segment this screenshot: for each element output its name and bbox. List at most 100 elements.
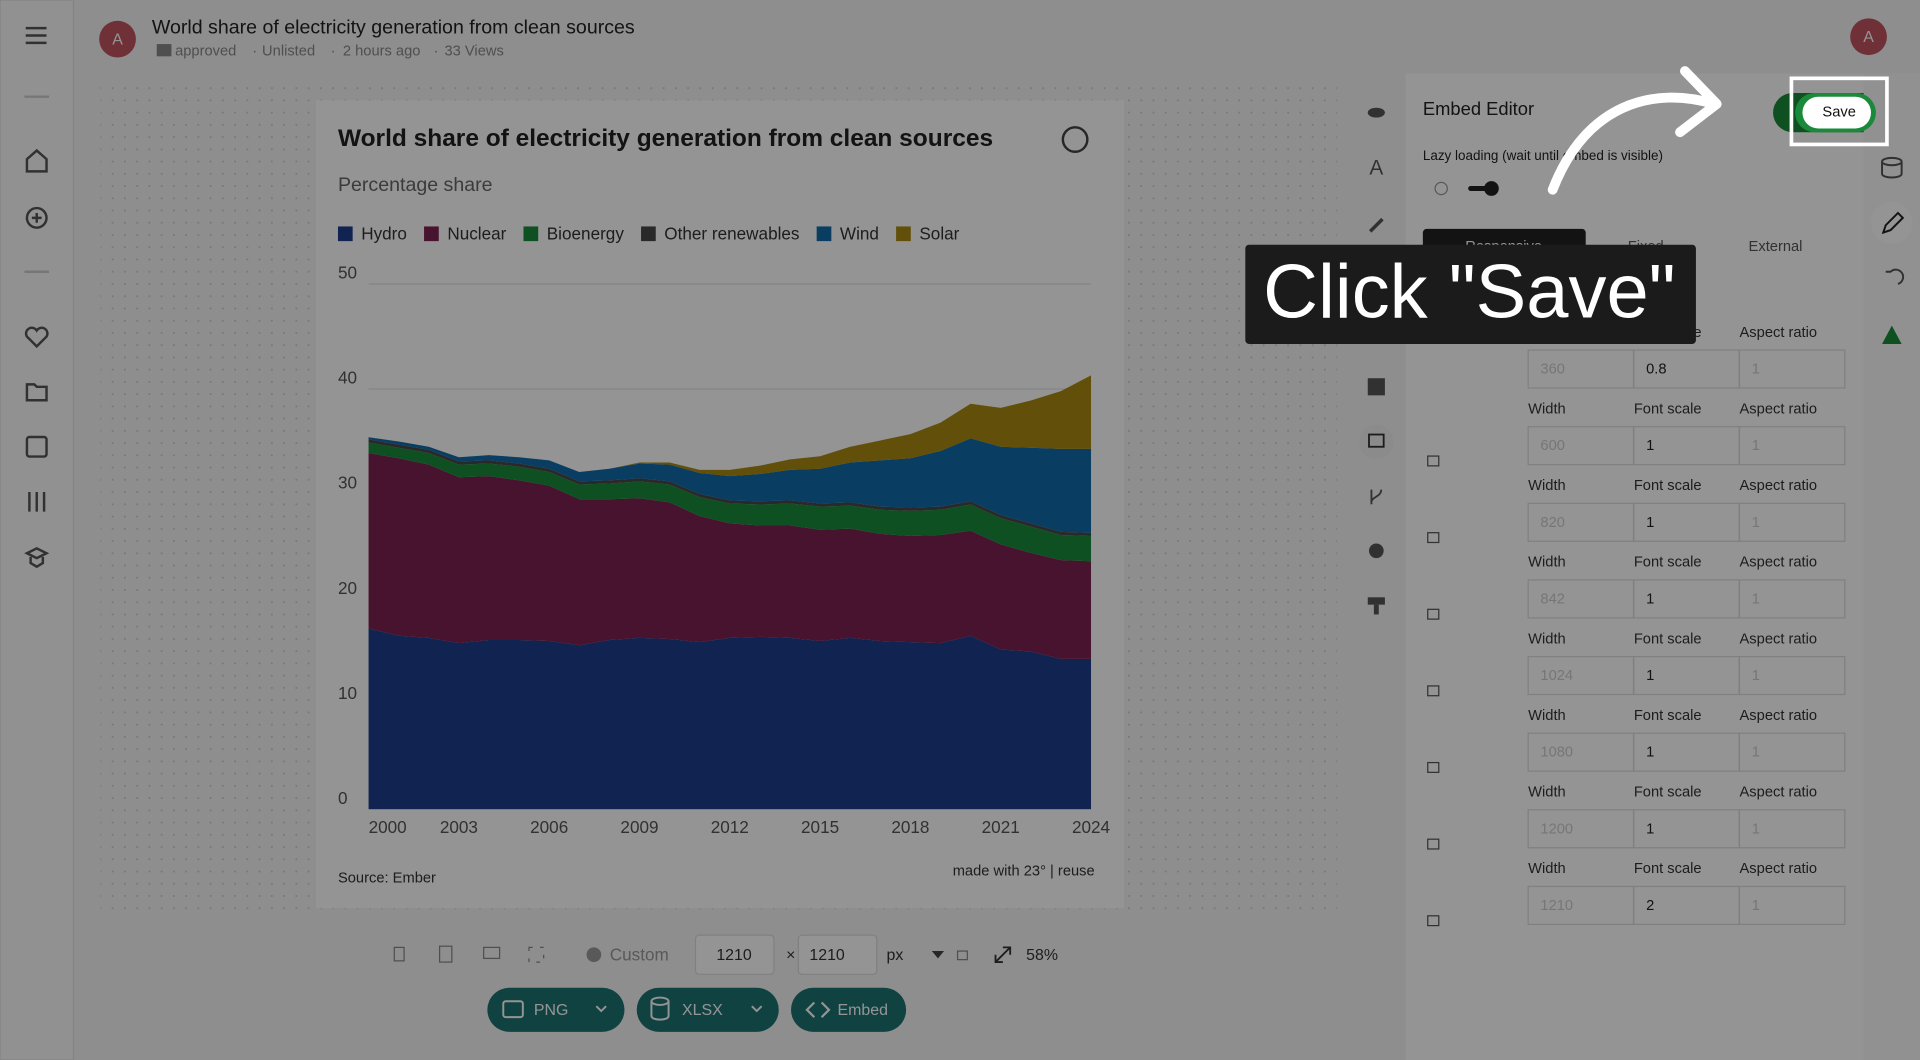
gear-icon [586, 947, 602, 963]
caret[interactable] [751, 1005, 763, 1013]
input-font_scale[interactable] [1633, 655, 1740, 696]
input-width[interactable] [1527, 426, 1635, 466]
images-icon[interactable] [25, 435, 48, 458]
caret[interactable] [595, 1005, 607, 1013]
times: × [786, 947, 795, 964]
value-aspect_ratio: 1 [1752, 898, 1760, 914]
unit[interactable]: px [887, 947, 904, 964]
xlsx-button[interactable] [636, 987, 779, 1032]
legend-label: Wind [840, 224, 879, 244]
text-tool[interactable]: A [1369, 156, 1383, 179]
fit-icon[interactable] [994, 946, 1012, 963]
logo [1061, 126, 1089, 154]
embed-button[interactable] [791, 987, 907, 1032]
settings-tool[interactable] [1368, 543, 1384, 559]
device-icon [1427, 608, 1440, 620]
input-width[interactable] [1527, 655, 1635, 696]
preview-tool[interactable] [1367, 107, 1385, 118]
value-font_scale: 1 [1646, 591, 1654, 607]
input-font_scale[interactable] [1633, 426, 1740, 466]
add-icon[interactable] [25, 206, 48, 229]
user-avatar[interactable] [1850, 18, 1887, 56]
laptop-icon[interactable] [483, 946, 501, 960]
lock-icon[interactable] [956, 950, 968, 961]
legend-label: Other renewables [664, 224, 799, 244]
settings-icon[interactable] [28, 492, 46, 512]
column-header: Aspect ratio [1740, 478, 1818, 494]
column-header: Font scale [1634, 555, 1702, 571]
value-aspect_ratio: 1 [1752, 668, 1760, 684]
folder-icon[interactable] [25, 383, 48, 402]
learn-icon[interactable] [24, 546, 50, 569]
embed-tool-active[interactable] [1359, 424, 1394, 460]
input-font_scale[interactable] [1633, 502, 1740, 542]
credit: made with 23° | reuse [953, 863, 1095, 879]
avatar-letter: A [112, 32, 123, 49]
publish-icon[interactable] [1882, 325, 1902, 344]
column-header: Aspect ratio [1740, 555, 1818, 571]
width-input[interactable] [694, 934, 775, 975]
input-width[interactable] [1527, 885, 1635, 925]
panel-title: Embed Editor [1423, 98, 1534, 119]
column-header: Aspect ratio [1740, 785, 1818, 801]
input-aspect_ratio[interactable] [1738, 349, 1846, 389]
home-icon[interactable] [25, 148, 48, 173]
y-tick-label: 40 [338, 368, 357, 388]
database-glyph [650, 1001, 670, 1021]
column-header: Width [1528, 785, 1566, 801]
layout-tool[interactable] [1367, 378, 1385, 396]
input-aspect_ratio[interactable] [1738, 502, 1846, 542]
fullscreen-icon[interactable] [528, 946, 545, 963]
chart-title: World share of electricity generation fr… [338, 125, 993, 152]
input-font_scale[interactable] [1633, 809, 1740, 849]
chart: World share of electricity generation fr… [337, 125, 1111, 887]
favorites-icon[interactable] [24, 326, 49, 349]
phone-icon[interactable] [393, 946, 405, 962]
undo-icon[interactable] [1885, 268, 1905, 285]
input-aspect_ratio[interactable] [1738, 732, 1846, 772]
input-width[interactable] [1527, 502, 1635, 542]
menu-icon[interactable] [25, 26, 47, 45]
value-width: 842 [1540, 591, 1565, 607]
save-button[interactable] [1802, 96, 1872, 129]
input-font_scale[interactable] [1633, 579, 1740, 619]
input-aspect_ratio[interactable] [1738, 426, 1846, 466]
column-header: Font scale [1634, 478, 1702, 494]
input-font_scale[interactable] [1633, 349, 1740, 389]
edit-icon[interactable] [1881, 211, 1905, 235]
unit-caret[interactable] [931, 951, 945, 959]
legend-label: Bioenergy [547, 224, 625, 244]
brush-tool[interactable] [1368, 217, 1384, 233]
separator: · [433, 43, 438, 59]
doc-title: World share of electricity generation fr… [152, 16, 635, 38]
value-font_scale: 2 [1646, 898, 1654, 914]
breakpoint-rows: Width 360 Font scale 0.8 Aspect ratio 1 Width 6… [1427, 317, 1846, 927]
value-font_scale: 1 [1646, 515, 1654, 531]
png-button[interactable] [487, 987, 625, 1032]
column-header: Aspect ratio [1740, 325, 1818, 341]
paint-tool[interactable] [1367, 597, 1385, 605]
input-aspect_ratio[interactable] [1738, 655, 1846, 696]
input-width[interactable] [1527, 579, 1635, 619]
input-aspect_ratio[interactable] [1738, 885, 1846, 925]
input-aspect_ratio[interactable] [1738, 809, 1846, 849]
height-input[interactable] [797, 934, 878, 975]
column-header: Width [1528, 478, 1566, 494]
value-aspect_ratio: 1 [1752, 745, 1760, 761]
preset[interactable]: Custom [610, 944, 669, 964]
tab[interactable]: External [1749, 239, 1803, 255]
callout-text: Click "Save" [1263, 249, 1675, 334]
input-width[interactable] [1527, 809, 1635, 849]
fork-tool[interactable] [1370, 489, 1383, 505]
input-aspect_ratio[interactable] [1738, 579, 1846, 619]
device-icon [1427, 455, 1440, 467]
y-tick-label: 30 [338, 473, 357, 493]
column-header: Width [1528, 401, 1566, 417]
value-aspect_ratio: 1 [1752, 591, 1760, 607]
tool-rail: A [1359, 107, 1394, 615]
input-width[interactable] [1527, 349, 1635, 389]
tablet-icon[interactable] [438, 945, 453, 963]
input-font_scale[interactable] [1633, 732, 1740, 772]
avatar[interactable] [99, 20, 136, 58]
